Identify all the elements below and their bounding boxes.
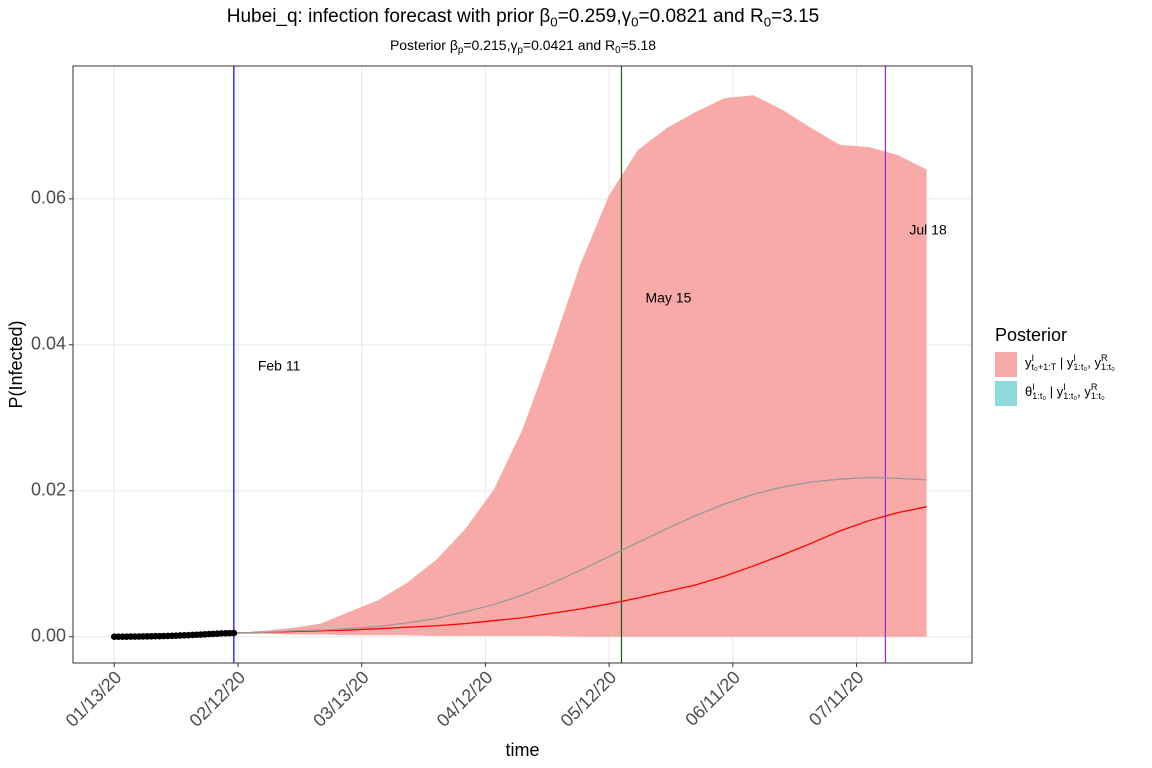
- legend-label-part: I: [1073, 353, 1076, 363]
- vertical-line-label: Feb 11: [258, 358, 301, 374]
- legend-key: [995, 381, 1017, 406]
- chart-title-part: =3.15: [771, 6, 819, 27]
- y-tick-label: 0.06: [31, 188, 66, 208]
- ribbon: [233, 95, 927, 637]
- vertical-line-label: Jul 18: [909, 222, 947, 238]
- legend-label-part: , y: [1077, 384, 1091, 399]
- vertical-line-label: May 15: [645, 290, 691, 306]
- chart-subtitle: Posterior βp=0.215,γp=0.0421 and R0=5.18: [390, 37, 656, 56]
- x-tick-label: 07/11/20: [805, 667, 868, 730]
- x-tick-label: 05/12/20: [557, 667, 621, 731]
- chart-subtitle-part: p: [458, 45, 464, 56]
- panel-border: [72, 65, 973, 664]
- legend-label: θI 1:t₀ | yI 1:t₀, yR 1:t₀: [1025, 382, 1105, 401]
- legend-label-part: t₀+1:T: [1032, 362, 1057, 372]
- chart-title-part: =0.0821 and R: [639, 6, 764, 27]
- chart-subtitle-part: p: [517, 45, 523, 56]
- x-tick-label: 03/13/20: [309, 667, 373, 731]
- legend-label-part: θ: [1025, 384, 1032, 399]
- point: [230, 629, 238, 637]
- legend-label-part: 1:t₀: [1063, 391, 1077, 401]
- legend-label-part: 1:t₀: [1101, 362, 1115, 372]
- chart-subtitle-part: 0: [615, 45, 621, 56]
- legend-label-part: | y: [1046, 384, 1064, 399]
- chart-subtitle-part: =0.0421 and R: [523, 37, 615, 53]
- legend-label-part: 1:t₀: [1073, 362, 1087, 372]
- y-tick-label: 0.04: [31, 334, 66, 354]
- chart-subtitle-part: =5.18: [621, 37, 657, 53]
- legend-label-part: 1:t₀: [1091, 391, 1105, 401]
- chart-subtitle-part: =0.215,γ: [463, 37, 517, 53]
- x-axis-label: time: [505, 740, 539, 760]
- legend-key: [995, 352, 1017, 377]
- legend-label-part: | y: [1056, 355, 1074, 370]
- chart-title-part: 0: [631, 14, 638, 29]
- line: [233, 476, 927, 634]
- chart-title-part: 0: [764, 14, 771, 29]
- y-axis-label: P(Infected): [6, 320, 26, 408]
- legend-label-part: , y: [1087, 355, 1101, 370]
- x-tick-label: 02/12/20: [185, 667, 249, 731]
- chart-title-part: 0: [550, 14, 557, 29]
- legend-label-part: 1:t₀: [1032, 391, 1046, 401]
- legend-label-part: I: [1032, 382, 1035, 392]
- y-tick-label: 0.02: [31, 480, 66, 500]
- x-tick-label: 01/13/20: [62, 667, 126, 731]
- x-tick-label: 04/12/20: [433, 667, 497, 731]
- y-tick-label: 0.00: [31, 625, 66, 645]
- chart-title: Hubei_q: infection forecast with prior β…: [227, 6, 819, 29]
- legend-label: yI t₀+1:T | yI 1:t₀, yR 1:t₀: [1025, 353, 1115, 372]
- legend-label-part: R: [1101, 353, 1108, 363]
- line: [233, 506, 927, 634]
- chart-title-part: Hubei_q: infection forecast with prior β: [227, 6, 551, 27]
- legend-label-part: y: [1025, 355, 1032, 370]
- chart-subtitle-part: Posterior β: [390, 37, 458, 53]
- legend-label-part: I: [1032, 353, 1035, 363]
- x-tick-label: 06/11/20: [681, 667, 744, 730]
- legend-label-part: R: [1091, 382, 1098, 392]
- legend-title: Posterior: [995, 325, 1067, 345]
- legend-label-part: I: [1063, 382, 1066, 392]
- chart-title-part: =0.259,γ: [558, 6, 632, 27]
